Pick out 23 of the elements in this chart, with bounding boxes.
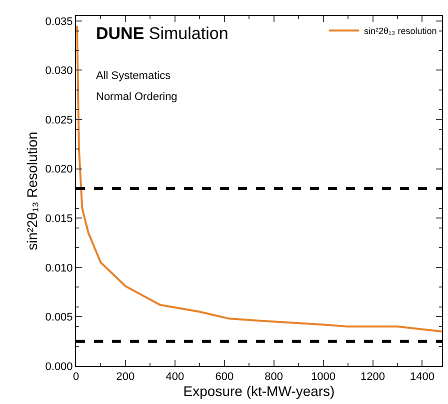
line-series	[76, 24, 442, 332]
y-tick-label: 0.015	[45, 212, 73, 225]
x-tick-label: 600	[215, 371, 234, 384]
y-tick-label: 0.010	[45, 262, 73, 274]
y-tick-label: 0.005	[45, 312, 73, 324]
y-tick-label: 0.025	[45, 114, 73, 126]
x-tick-label: 400	[166, 371, 184, 384]
x-tick-label: 200	[116, 371, 135, 384]
y-tick-label: 0.030	[45, 65, 73, 78]
y-axis-title: sin²2θ₁₃ Resolution	[24, 132, 40, 250]
x-tick-label: 0	[72, 371, 80, 384]
x-axis-title: Exposure (kt-MW-years)	[183, 383, 335, 400]
x-tick-label: 800	[264, 371, 284, 384]
y-tick-label: 0.000	[45, 360, 73, 373]
legend-label: sin²2θ₁₃ resolution	[364, 26, 437, 36]
y-tick-label: 0.035	[45, 16, 73, 28]
annotation: DUNE Simulation	[96, 24, 228, 43]
x-tick-label: 1400	[410, 371, 434, 384]
y-tick-label: 0.020	[45, 164, 73, 176]
x-tick-label: 1000	[311, 371, 336, 384]
annotation: All Systematics	[96, 70, 172, 82]
x-tick-label: 1200	[360, 371, 385, 384]
annotation: Normal Ordering	[96, 91, 178, 103]
